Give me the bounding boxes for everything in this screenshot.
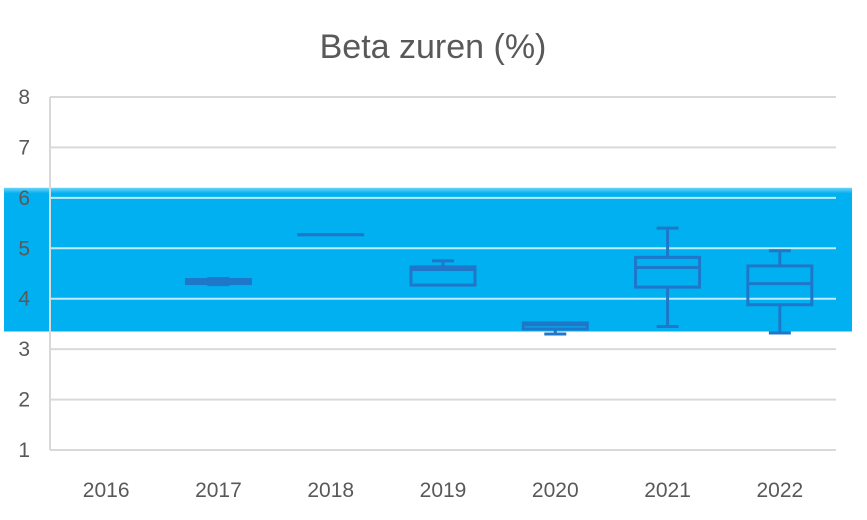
x-tick-label: 2021 (644, 479, 691, 502)
y-tick-label: 4 (18, 288, 30, 311)
chart-title: Beta zuren (%) (320, 28, 547, 66)
box-iqr (409, 265, 477, 287)
x-tick-label: 2019 (420, 479, 467, 502)
box-iqr (746, 264, 814, 307)
box-2017 (184, 277, 252, 287)
box-2019 (409, 259, 477, 287)
y-tick-label: 6 (18, 187, 30, 210)
x-tick-label: 2022 (756, 479, 803, 502)
y-tick-label: 8 (18, 86, 30, 109)
x-tick-label: 2016 (83, 479, 130, 502)
x-tick-label: 2018 (307, 479, 354, 502)
box-2021 (634, 226, 702, 328)
box-2020 (521, 321, 589, 336)
y-tick-label: 2 (18, 389, 30, 412)
x-tick-label: 2020 (532, 479, 579, 502)
y-tick-label: 5 (18, 237, 30, 260)
y-tick-label: 3 (18, 338, 30, 361)
y-tick-label: 7 (18, 136, 30, 159)
box-2022 (746, 249, 814, 335)
reference-band (4, 187, 852, 332)
x-tick-label: 2017 (195, 479, 242, 502)
y-tick-label: 1 (18, 439, 30, 462)
box-iqr (634, 255, 702, 289)
